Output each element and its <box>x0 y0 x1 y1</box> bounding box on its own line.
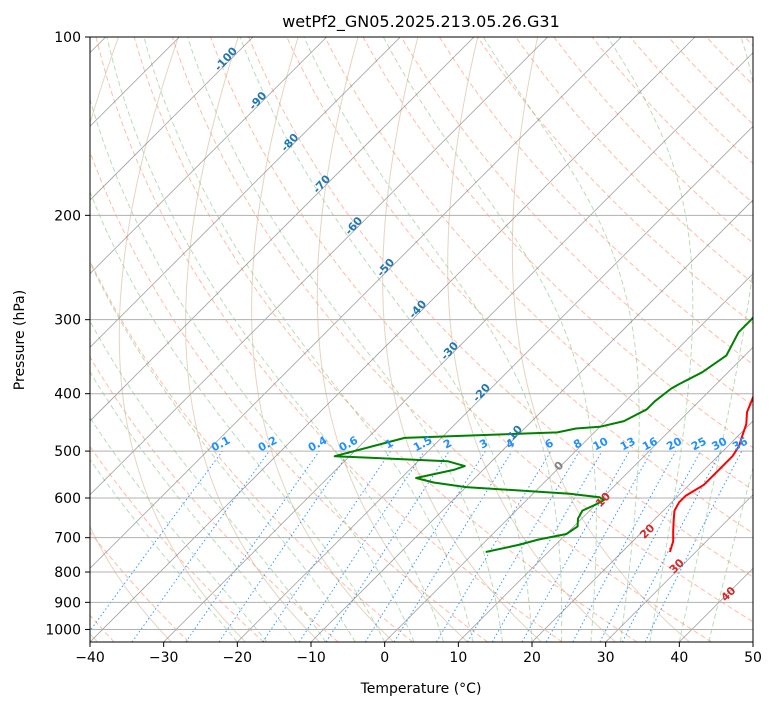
moist-adiabat-line <box>482 37 640 642</box>
isotherm-line <box>90 37 622 569</box>
y-tick-label: 400 <box>54 387 81 403</box>
dewpoint-profile-line <box>333 315 753 553</box>
mixing-ratio-line <box>185 450 320 642</box>
x-tick-label: 20 <box>523 650 541 666</box>
moist-adiabat-line <box>90 458 238 642</box>
isotherm-curve-line <box>251 37 394 642</box>
moist-adiabat-line <box>678 37 753 642</box>
dry-adiabat-line <box>210 37 753 623</box>
moist-adiabat-line <box>382 37 597 642</box>
isotherm-line <box>90 37 401 348</box>
dry-adiabat-line <box>95 37 563 642</box>
dry-adiabat-line <box>400 37 753 407</box>
mixing-ratio-line <box>545 450 653 642</box>
mixing-ratio-label: 10 <box>591 434 611 453</box>
y-tick-label: 500 <box>54 444 81 460</box>
moist-adiabat-line <box>239 37 533 642</box>
y-tick-label: 800 <box>54 565 81 581</box>
dry-adiabat-line <box>171 37 712 642</box>
isotherm-line <box>90 37 475 422</box>
mixing-ratio-label: 36 <box>730 435 750 454</box>
isotherm-line <box>90 37 327 275</box>
isotherm-line <box>458 346 753 642</box>
mixing-ratio-line <box>325 450 450 642</box>
dry-adiabat-line <box>90 531 190 642</box>
x-tick-label: 10 <box>449 650 467 666</box>
dry-adiabat-line <box>248 37 753 578</box>
mixing-ratio-line <box>521 450 630 642</box>
dry-adiabat-line <box>90 150 488 642</box>
x-tick-label: 40 <box>670 650 688 666</box>
isotherm-curve-line <box>90 37 172 642</box>
isotherm-line <box>163 52 753 642</box>
x-tick-label: 0 <box>380 650 389 666</box>
mixing-ratio-label: 16 <box>640 435 660 454</box>
isotherm-line <box>90 37 548 496</box>
isotherm-line <box>531 420 753 642</box>
mixing-ratio-line <box>393 450 513 642</box>
isotherm-line <box>237 125 753 642</box>
mixing-ratio-line <box>218 450 351 642</box>
x-tick-label: −30 <box>149 650 179 666</box>
mixing-ratio-line <box>262 450 392 642</box>
y-tick-label: 300 <box>54 313 81 329</box>
isotherm-curve-line <box>511 37 690 642</box>
isotherm-curve-line <box>185 37 320 642</box>
moist-adiabat-line <box>708 466 753 642</box>
moist-adiabat-line <box>187 37 503 642</box>
x-tick-label: 50 <box>744 650 762 666</box>
isotherm-line <box>310 199 753 642</box>
y-tick-label: 600 <box>54 491 81 507</box>
plot-grid <box>90 37 753 642</box>
dry-adiabat-line <box>438 37 753 366</box>
plot-frame <box>89 36 754 643</box>
isotherm-line <box>90 37 254 201</box>
chart-title: wetPf2_GN05.2025.213.05.26.G31 <box>282 12 560 32</box>
x-axis-ticks: −40 −30 −20 −10 0 10 20 30 40 50 <box>75 642 762 666</box>
x-tick-label: 30 <box>597 650 615 666</box>
isotherm-line <box>605 494 753 642</box>
isotherm-curve-line <box>447 37 616 642</box>
x-axis-label: Temperature (°C) <box>360 681 482 697</box>
y-axis-ticks: 100 200 300 400 500 600 700 800 900 1000 <box>45 30 90 638</box>
moist-adiabat-line <box>607 37 694 642</box>
dry-adiabat-line <box>324 37 753 491</box>
isotherm-curve-line <box>382 37 542 642</box>
dry-adiabat-line <box>90 445 264 642</box>
y-tick-label: 200 <box>54 208 81 224</box>
dry-adiabat-line <box>515 37 753 284</box>
y-tick-label: 1000 <box>45 622 81 638</box>
y-axis-label: Pressure (hPa) <box>12 290 28 390</box>
moist-adiabat-line <box>90 320 327 642</box>
isotherm-line <box>384 273 753 642</box>
mixing-ratio-line <box>298 450 425 642</box>
mixing-ratio-line <box>90 450 223 632</box>
x-tick-label: −40 <box>75 650 105 666</box>
dry-adiabat-line <box>133 37 638 642</box>
mixing-ratio-label: 25 <box>689 435 709 454</box>
mixing-ratio-label: 30 <box>710 435 730 454</box>
isotherm-line <box>90 37 696 642</box>
x-tick-label: −10 <box>296 650 326 666</box>
moist-adiabat-line <box>303 37 563 642</box>
moist-adiabat-line <box>143 37 474 642</box>
temperature-profile-line <box>668 394 753 553</box>
dry-adiabat-line <box>90 356 339 642</box>
y-tick-label: 100 <box>54 30 81 46</box>
plot-series <box>333 315 753 553</box>
y-tick-label: 900 <box>54 595 81 611</box>
moist-adiabat-line <box>90 416 268 642</box>
moist-adiabat-line <box>90 261 356 642</box>
x-tick-label: −20 <box>223 650 253 666</box>
mixing-ratio-line <box>131 450 270 642</box>
mixing-ratio-label: 20 <box>664 434 684 453</box>
moist-adiabat-line <box>90 190 386 642</box>
mixing-ratio-label: 13 <box>618 435 638 454</box>
mixing-ratio-line <box>572 450 677 642</box>
isotherm-curve-line <box>118 37 246 642</box>
y-tick-label: 700 <box>54 531 81 547</box>
mixing-ratio-line <box>644 450 743 642</box>
moist-adiabat-line <box>106 37 445 642</box>
